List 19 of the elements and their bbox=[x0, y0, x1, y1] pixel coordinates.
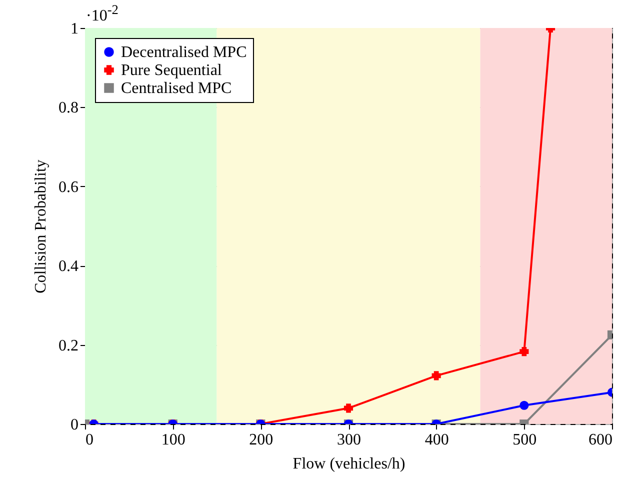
x-tick-label: 500 bbox=[512, 432, 537, 448]
y-tick-label: 0.6 bbox=[58, 178, 78, 196]
x-tick-label: 100 bbox=[161, 432, 186, 448]
x-tick-label: 300 bbox=[337, 432, 361, 448]
axis-scale-note: ·10$^{-2}$ bbox=[86, 2, 118, 26]
y-tick-label: 0.4 bbox=[58, 258, 78, 276]
y-axis-title: Collision Probability bbox=[32, 160, 50, 294]
y-tick-label: 0.8 bbox=[58, 100, 78, 117]
x-tick-label: 400 bbox=[424, 432, 449, 448]
x-tick-label: 200 bbox=[249, 432, 274, 448]
legend-label: Decentralised MPC bbox=[121, 44, 247, 61]
y-tick-label: 0 bbox=[70, 416, 78, 434]
y-tick-label: 0.2 bbox=[58, 337, 78, 354]
x-tick-label: 0 bbox=[86, 432, 94, 448]
legend-label: Centralised MPC bbox=[121, 80, 232, 97]
x-axis-title: Flow (vehicles/h) bbox=[292, 456, 406, 472]
y-tick-label: 1 bbox=[70, 20, 78, 38]
x-tick-label: 600 bbox=[588, 432, 612, 448]
legend-label: Pure Sequential bbox=[121, 62, 222, 79]
